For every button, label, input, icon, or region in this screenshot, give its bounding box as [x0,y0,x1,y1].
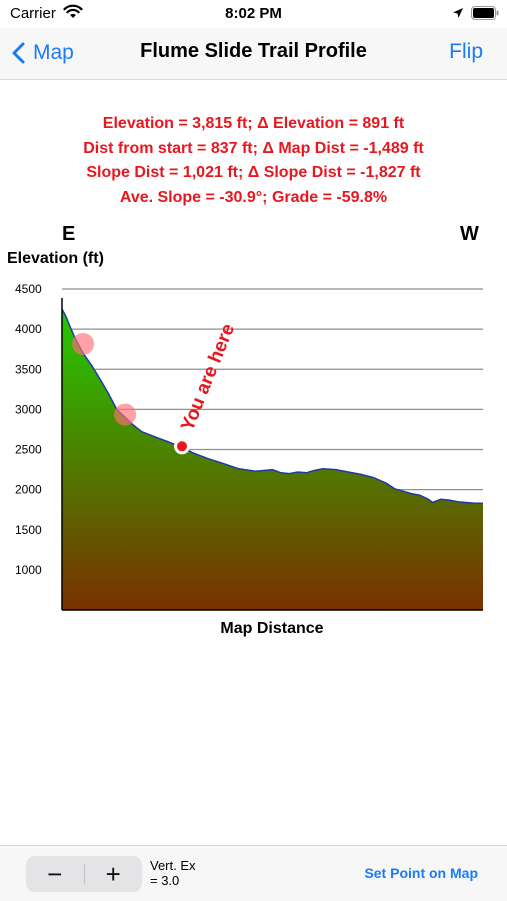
vertical-exaggeration-stepper[interactable]: − + [26,856,142,892]
stats-line-distance: Dist from start = 837 ft; Δ Map Dist = -… [83,139,424,157]
clock-time: 8:02 PM [225,5,282,22]
stepper-divider [83,864,85,884]
y-tick-label: 3500 [15,362,42,376]
back-button[interactable]: Map [12,38,74,68]
wifi-icon [63,4,83,24]
stats-line-slope-distance: Slope Dist = 1,021 ft; Δ Slope Dist = -1… [86,164,421,181]
status-bar: Carrier 8:02 PM [0,0,507,28]
chevron-left-icon [12,42,25,64]
you-are-here-label: You are here [177,321,239,434]
decrease-button[interactable]: − [47,858,63,889]
bottom-toolbar: − + Vert. Ex = 3.0 Set Point on Map [0,845,507,901]
set-point-on-map-button[interactable]: Set Point on Map [364,865,478,881]
y-tick-label: 1500 [15,523,42,537]
profile-marker [72,332,95,355]
increase-button[interactable]: + [105,858,121,889]
vertical-exaggeration-label: Vert. Ex = 3.0 [150,858,196,888]
y-tick-label: 1000 [15,563,42,577]
back-button-label: Map [33,41,74,64]
x-axis-label: Map Distance [220,620,324,637]
elevation-profile-chart[interactable]: 4500 4000 3500 3000 2500 2000 1500 1000 You are… [0,270,507,620]
vert-ex-value: = 3.0 [150,873,180,888]
carrier-label: Carrier [10,5,56,22]
direction-right-label: W [460,223,479,245]
location-arrow-icon [452,6,464,23]
current-position-dot [176,441,187,452]
flip-button[interactable]: Flip [449,40,483,63]
y-tick-label: 2000 [15,483,42,497]
y-tick-label: 2500 [15,443,42,457]
navigation-bar: Map Flume Slide Trail Profile Flip [0,28,507,80]
page-title: Flume Slide Trail Profile [140,40,367,62]
stats-line-slope-grade: Ave. Slope = -30.9°; Grade = -59.8% [119,188,388,206]
y-tick-label: 4500 [15,282,42,296]
y-tick-label: 4000 [15,322,42,336]
y-axis-label: Elevation (ft) [7,250,104,267]
direction-left-label: E [62,223,76,245]
profile-marker [114,403,137,426]
profile-stats: Elevation = 3,815 ft; Δ Elevation = 891 … [0,112,507,210]
vert-ex-title: Vert. Ex [150,858,196,873]
elevation-line [61,308,483,505]
stats-line-elevation: Elevation = 3,815 ft; Δ Elevation = 891 … [102,115,405,132]
battery-icon [471,6,499,24]
elevation-area [62,309,483,610]
y-tick-label: 3000 [15,402,42,416]
